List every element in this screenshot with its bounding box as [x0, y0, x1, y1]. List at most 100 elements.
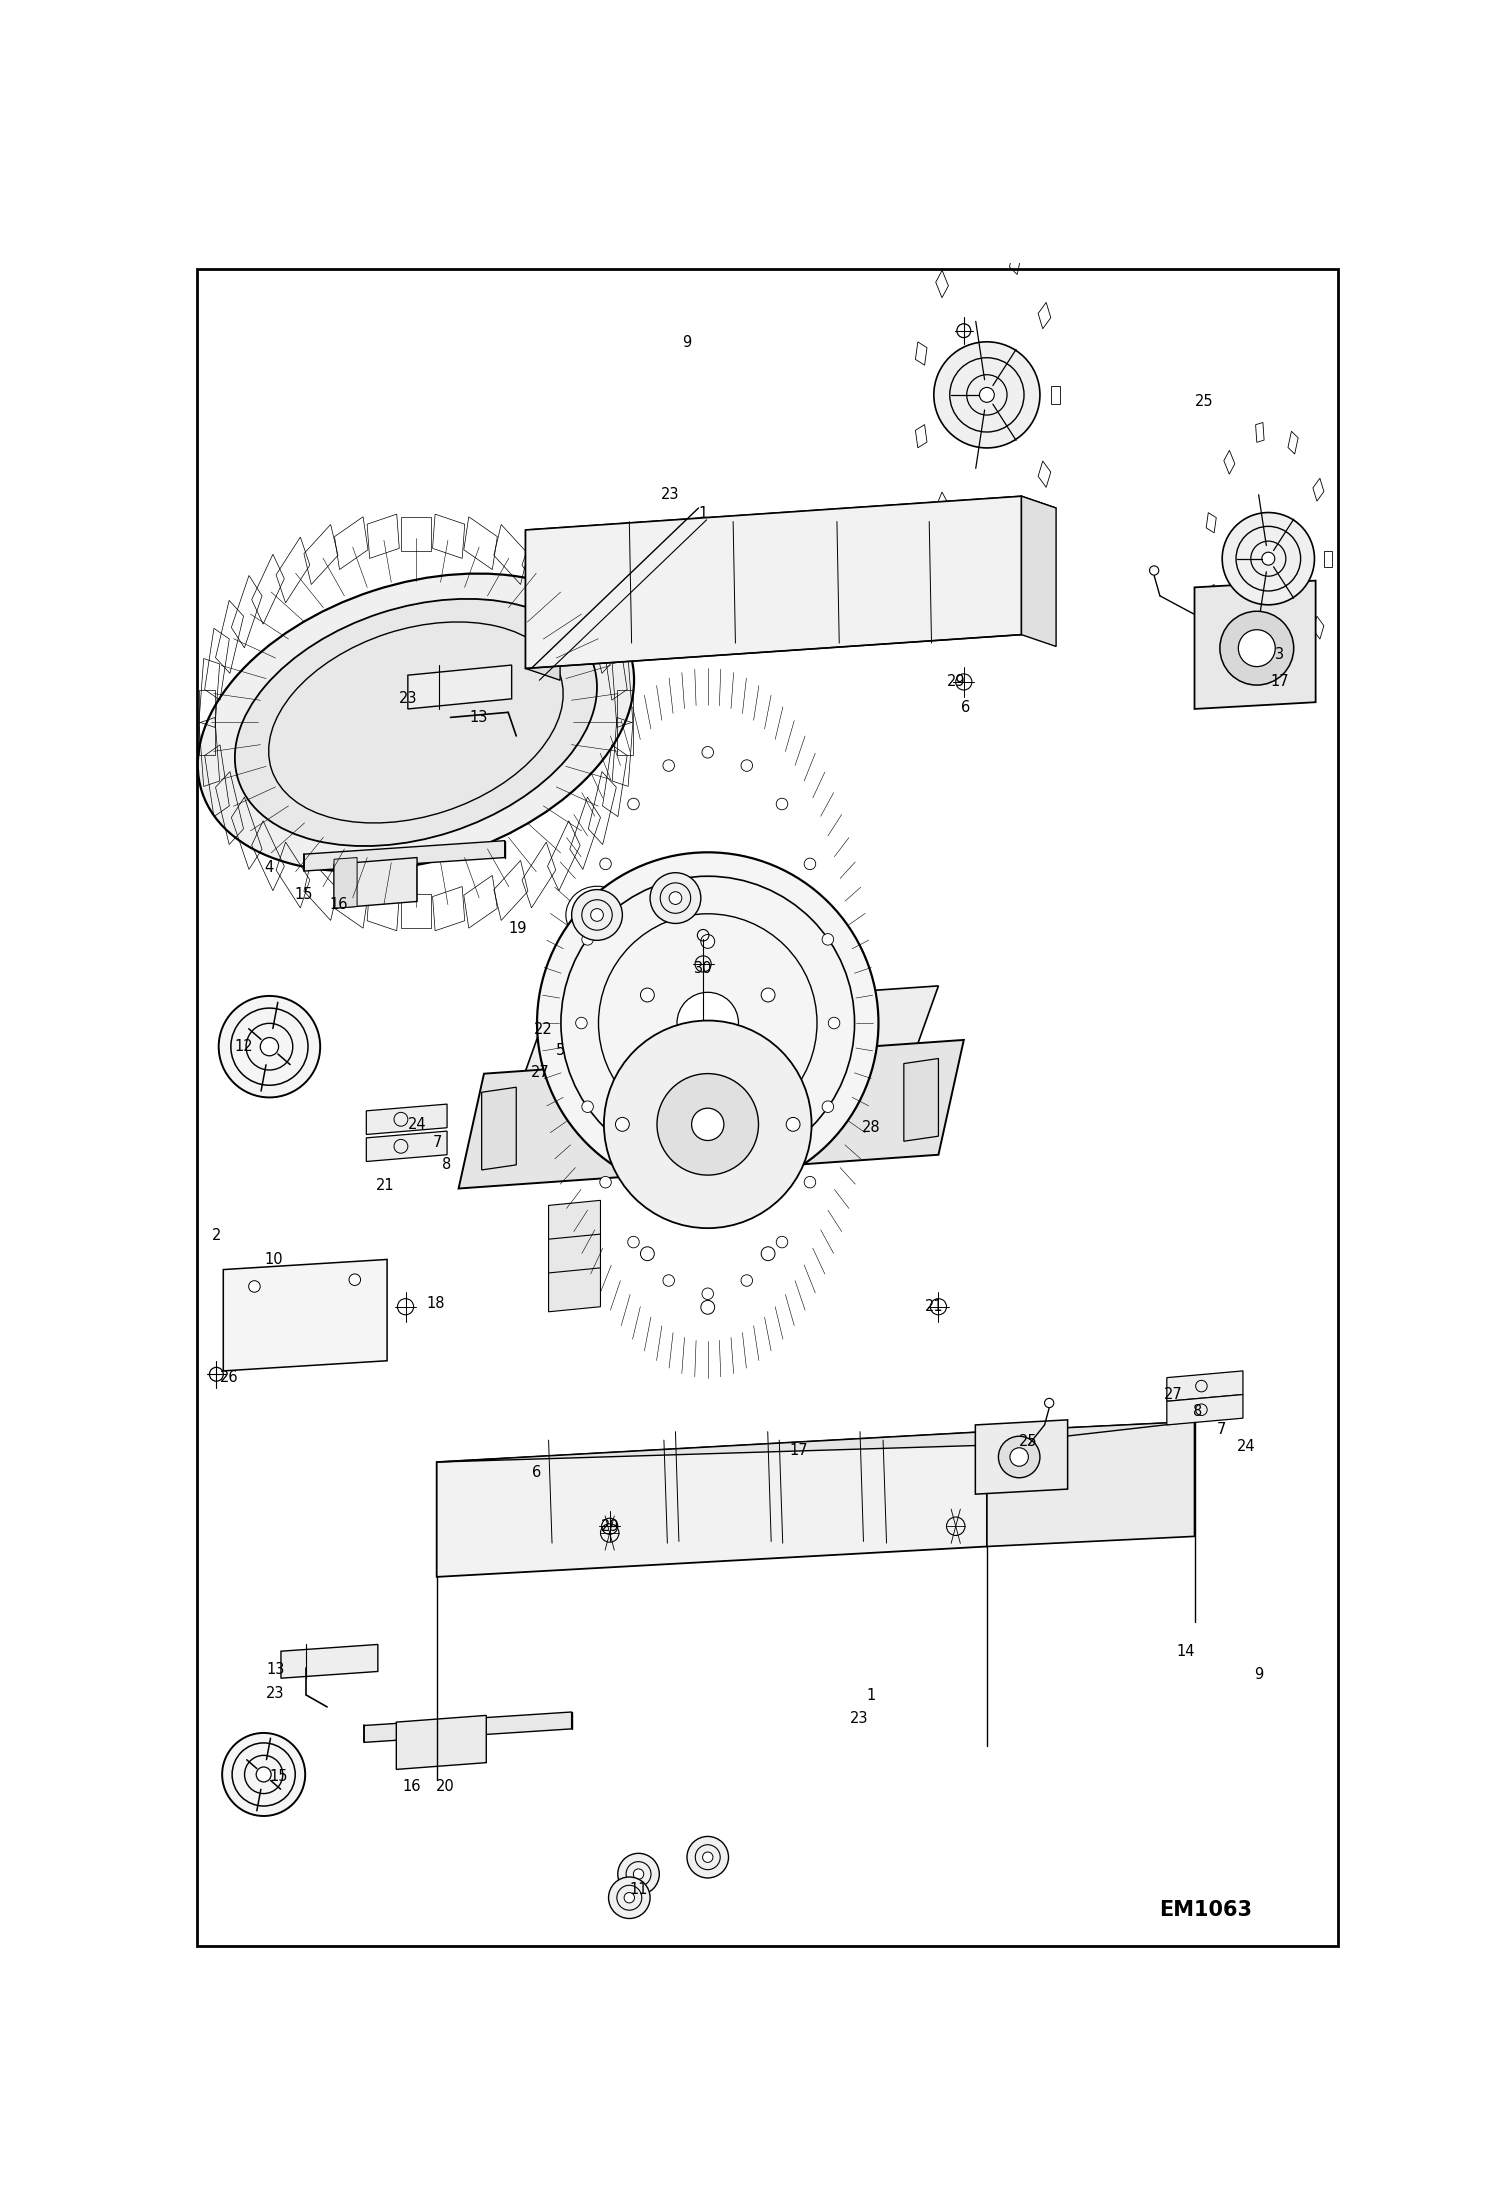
- Circle shape: [742, 1274, 752, 1287]
- Text: 5: 5: [556, 1042, 565, 1057]
- Circle shape: [1261, 553, 1275, 566]
- Polygon shape: [975, 1419, 1068, 1493]
- Circle shape: [575, 1018, 587, 1029]
- Circle shape: [222, 1732, 306, 1816]
- Text: 25: 25: [1019, 1434, 1038, 1450]
- Text: 23: 23: [398, 691, 416, 706]
- Circle shape: [692, 1107, 724, 1140]
- Text: 16: 16: [401, 1779, 421, 1794]
- Polygon shape: [903, 1059, 938, 1140]
- Text: 1: 1: [698, 507, 707, 520]
- Text: 6: 6: [962, 700, 971, 715]
- Circle shape: [670, 893, 682, 904]
- Text: 7: 7: [1216, 1423, 1225, 1436]
- Text: 24: 24: [1237, 1439, 1255, 1454]
- Circle shape: [664, 1274, 674, 1287]
- Polygon shape: [458, 1039, 963, 1189]
- Polygon shape: [364, 1713, 572, 1743]
- Text: 21: 21: [924, 1298, 944, 1314]
- Text: 27: 27: [1164, 1386, 1183, 1401]
- Text: 8: 8: [442, 1158, 452, 1173]
- Circle shape: [828, 1018, 840, 1029]
- Polygon shape: [548, 1200, 601, 1243]
- Text: 28: 28: [863, 1121, 881, 1136]
- Polygon shape: [304, 840, 505, 871]
- Text: 18: 18: [427, 1296, 445, 1311]
- Polygon shape: [282, 1645, 377, 1678]
- Polygon shape: [407, 664, 512, 708]
- Circle shape: [617, 1853, 659, 1895]
- Text: 17: 17: [789, 1443, 809, 1458]
- Circle shape: [608, 1877, 650, 1919]
- Polygon shape: [397, 1715, 487, 1770]
- Circle shape: [599, 1175, 611, 1189]
- Ellipse shape: [198, 575, 634, 871]
- Text: 4: 4: [265, 860, 274, 875]
- Circle shape: [1222, 513, 1314, 605]
- Circle shape: [256, 1768, 271, 1783]
- Circle shape: [804, 857, 816, 871]
- Text: 23: 23: [661, 487, 679, 502]
- Circle shape: [219, 996, 321, 1096]
- Text: 22: 22: [533, 1022, 553, 1037]
- Circle shape: [261, 1037, 279, 1055]
- Polygon shape: [526, 496, 1056, 542]
- Circle shape: [776, 798, 788, 809]
- Circle shape: [599, 857, 611, 871]
- Circle shape: [822, 1101, 834, 1112]
- Text: 29: 29: [601, 1520, 619, 1533]
- Circle shape: [249, 1281, 261, 1292]
- Text: 14: 14: [1176, 1645, 1194, 1658]
- Circle shape: [688, 1836, 728, 1877]
- Polygon shape: [223, 1259, 386, 1371]
- Text: 10: 10: [265, 1252, 283, 1268]
- Text: 12: 12: [235, 1039, 253, 1055]
- Text: 25: 25: [1194, 395, 1213, 410]
- Circle shape: [998, 1436, 1040, 1478]
- Circle shape: [581, 934, 593, 945]
- Circle shape: [572, 890, 622, 941]
- Text: 21: 21: [376, 1178, 394, 1193]
- Circle shape: [1010, 1447, 1029, 1467]
- Text: 2: 2: [211, 1228, 222, 1243]
- Polygon shape: [334, 857, 357, 908]
- Polygon shape: [526, 496, 1022, 669]
- Circle shape: [658, 1075, 758, 1175]
- Text: 16: 16: [330, 897, 348, 912]
- Circle shape: [349, 1274, 361, 1285]
- Polygon shape: [1022, 496, 1056, 647]
- Text: 15: 15: [270, 1770, 288, 1783]
- Circle shape: [703, 1287, 713, 1300]
- Circle shape: [641, 989, 655, 1002]
- Circle shape: [822, 934, 834, 945]
- Circle shape: [634, 1868, 644, 1879]
- Circle shape: [804, 1175, 816, 1189]
- Polygon shape: [437, 1421, 1194, 1463]
- Text: 6: 6: [532, 1465, 542, 1480]
- Text: 23: 23: [267, 1686, 285, 1702]
- Ellipse shape: [235, 599, 598, 846]
- Circle shape: [650, 873, 701, 923]
- Polygon shape: [367, 1103, 446, 1134]
- Polygon shape: [334, 857, 416, 908]
- Circle shape: [581, 1101, 593, 1112]
- Text: 7: 7: [433, 1136, 442, 1151]
- Text: 24: 24: [407, 1116, 427, 1132]
- Circle shape: [701, 934, 715, 947]
- Circle shape: [933, 342, 1040, 447]
- Circle shape: [604, 1020, 812, 1228]
- Text: 9: 9: [683, 336, 692, 351]
- Circle shape: [616, 1118, 629, 1132]
- Polygon shape: [526, 531, 560, 680]
- Circle shape: [677, 991, 739, 1055]
- Text: 3: 3: [1275, 647, 1284, 662]
- Polygon shape: [1167, 1395, 1243, 1425]
- Circle shape: [628, 798, 640, 809]
- Circle shape: [1239, 629, 1275, 667]
- Circle shape: [761, 1248, 774, 1261]
- Polygon shape: [1167, 1371, 1243, 1401]
- Circle shape: [1219, 612, 1294, 684]
- Circle shape: [641, 1248, 655, 1261]
- Circle shape: [761, 989, 774, 1002]
- Text: 15: 15: [295, 888, 313, 901]
